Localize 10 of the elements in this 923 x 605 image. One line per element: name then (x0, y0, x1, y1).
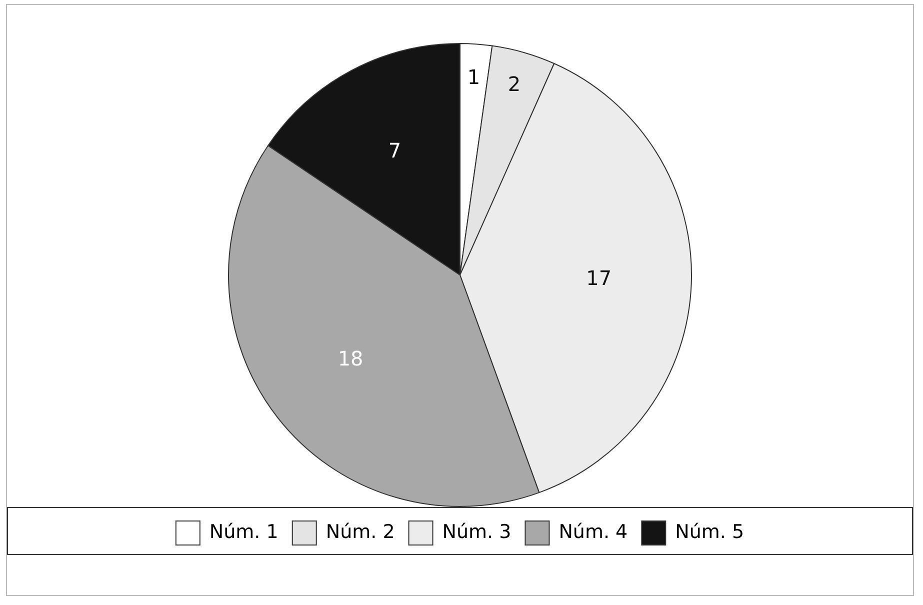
data-label: 2 (508, 72, 521, 96)
data-label: 1 (467, 64, 480, 89)
legend-label: Núm. 5 (675, 520, 744, 543)
data-label: 18 (338, 346, 364, 371)
legend-label: Núm. 3 (442, 520, 512, 543)
legend-label: Núm. 1 (209, 520, 278, 543)
legend-label: Núm. 4 (558, 520, 628, 543)
legend-label: Núm. 2 (326, 520, 395, 543)
data-label: 17 (586, 266, 612, 290)
data-label: 7 (388, 138, 402, 163)
